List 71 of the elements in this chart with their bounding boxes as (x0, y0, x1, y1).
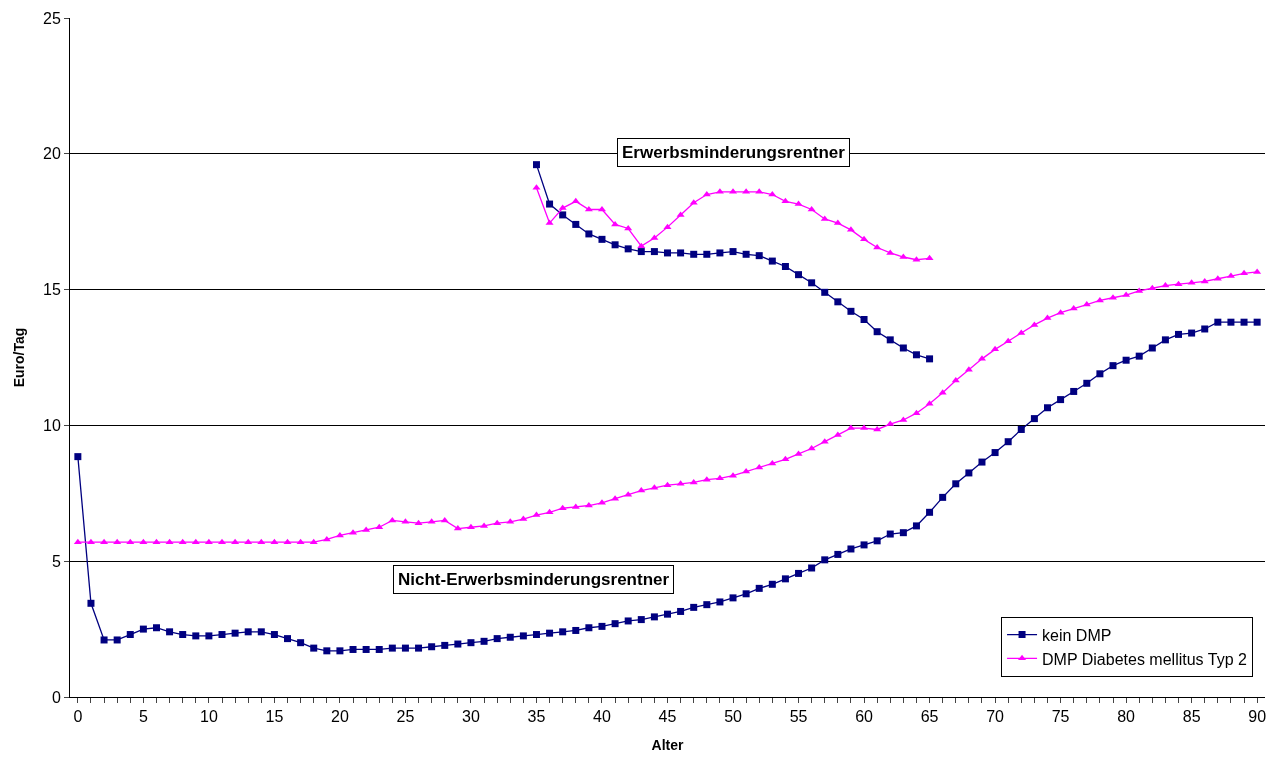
point (755, 252, 763, 260)
point (677, 249, 685, 257)
x-tick-label: 45 (658, 708, 677, 726)
point (899, 344, 907, 352)
y-axis-title: Euro/Tag (10, 327, 27, 388)
point (808, 279, 816, 287)
x-tick-label: 30 (462, 708, 480, 726)
point (821, 288, 829, 296)
annotation: Nicht-Erwerbsminderungsrentner (398, 570, 670, 589)
point (781, 197, 790, 204)
point (873, 328, 881, 336)
x-tick-label: 25 (396, 708, 415, 726)
y-tick-label: 10 (43, 417, 61, 434)
point (572, 220, 580, 228)
point (532, 161, 540, 169)
x-tick-label: 0 (73, 708, 83, 726)
point (703, 250, 711, 258)
x-tick-label: 75 (1051, 708, 1070, 726)
x-tick-label: 70 (986, 708, 1005, 726)
point (611, 220, 620, 227)
y-tick-label: 20 (43, 145, 61, 163)
point (716, 249, 724, 257)
point (912, 351, 920, 359)
point (834, 298, 842, 306)
point (690, 250, 698, 258)
point (559, 211, 567, 219)
point (546, 200, 554, 208)
x-tick-label: 90 (1248, 708, 1267, 726)
point (847, 307, 855, 315)
x-axis-title: Alter (651, 736, 684, 753)
x-tick-label: 60 (855, 708, 874, 726)
x-tick-label: 50 (724, 708, 743, 726)
point (571, 197, 580, 204)
y-tick-label: 25 (43, 9, 61, 27)
x-tick-label: 85 (1182, 708, 1201, 726)
point (742, 250, 750, 258)
point (584, 205, 593, 212)
point (598, 235, 606, 243)
point (807, 205, 816, 212)
point (585, 230, 593, 238)
x-tick-label: 10 (199, 708, 218, 726)
point (729, 248, 737, 256)
point (781, 263, 789, 271)
point (664, 249, 671, 257)
legend-label: DMP Diabetes mellitus Typ 2 (1042, 650, 1247, 668)
point (925, 254, 934, 261)
point (624, 224, 633, 231)
point (860, 235, 869, 242)
point (860, 315, 868, 323)
x-tick-label: 35 (527, 708, 546, 726)
x-tick-label: 80 (1117, 708, 1136, 726)
y-tick-label: 15 (43, 281, 61, 299)
point (795, 271, 803, 279)
point (624, 245, 632, 253)
x-tick-label: 15 (265, 708, 284, 726)
x-tick-label: 65 (920, 708, 939, 726)
annotation: Erwerbsminderungsrentner (622, 143, 846, 162)
point (637, 248, 645, 256)
x-tick-label: 20 (331, 708, 349, 726)
x-tick-label: 5 (138, 708, 148, 726)
y-tick-label: 0 (51, 688, 61, 706)
legend-label: kein DMP (1042, 626, 1112, 644)
point (597, 205, 607, 212)
y-tick-label: 5 (51, 552, 61, 570)
point (886, 336, 894, 344)
x-tick-label: 40 (593, 708, 611, 726)
x-tick-label: 55 (789, 708, 808, 726)
point (926, 355, 934, 363)
point (768, 257, 776, 265)
point (650, 248, 658, 256)
point (611, 241, 619, 249)
